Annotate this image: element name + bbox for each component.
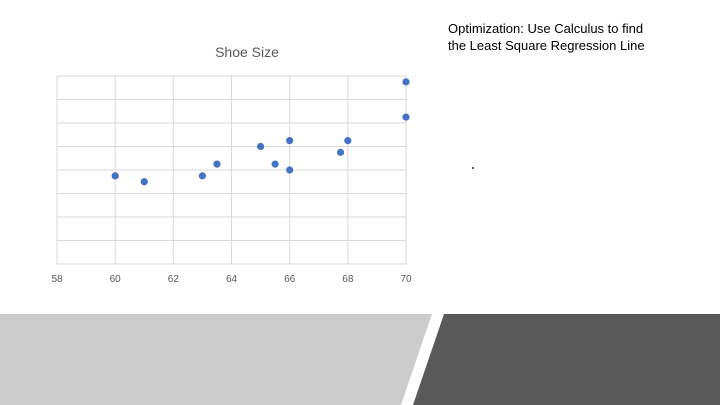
- x-tick-label: 66: [284, 274, 296, 285]
- x-tick-label: 60: [110, 274, 122, 285]
- data-point: [286, 137, 294, 145]
- data-points: [111, 78, 410, 186]
- data-point: [256, 142, 265, 151]
- footer-light-panel: [0, 314, 432, 405]
- heading-line-2: the Least Square Regression Line: [448, 38, 645, 53]
- data-point: [140, 178, 148, 186]
- data-point: [111, 172, 119, 180]
- data-point: [198, 172, 207, 180]
- stray-dot: [472, 167, 474, 169]
- x-axis-ticks: 58 60 62 64 66 68 70: [51, 274, 412, 285]
- data-point: [402, 113, 410, 121]
- slide-heading: Optimization: Use Calculus to find the L…: [448, 20, 708, 54]
- heading-line-1: Optimization: Use Calculus to find: [448, 21, 644, 36]
- gridlines: [56, 75, 407, 265]
- x-tick-label: 64: [226, 274, 238, 285]
- data-point: [344, 137, 352, 145]
- x-tick-label: 58: [51, 274, 63, 285]
- x-tick-label: 70: [400, 274, 412, 285]
- data-point: [213, 160, 221, 168]
- chart-title: Shoe Size: [215, 44, 279, 60]
- data-point: [271, 160, 279, 168]
- x-tick-label: 62: [168, 274, 180, 285]
- data-point: [402, 78, 410, 86]
- footer-dark-panel: [413, 314, 720, 405]
- data-point: [336, 148, 345, 156]
- data-point: [286, 166, 294, 174]
- x-tick-label: 68: [342, 274, 354, 285]
